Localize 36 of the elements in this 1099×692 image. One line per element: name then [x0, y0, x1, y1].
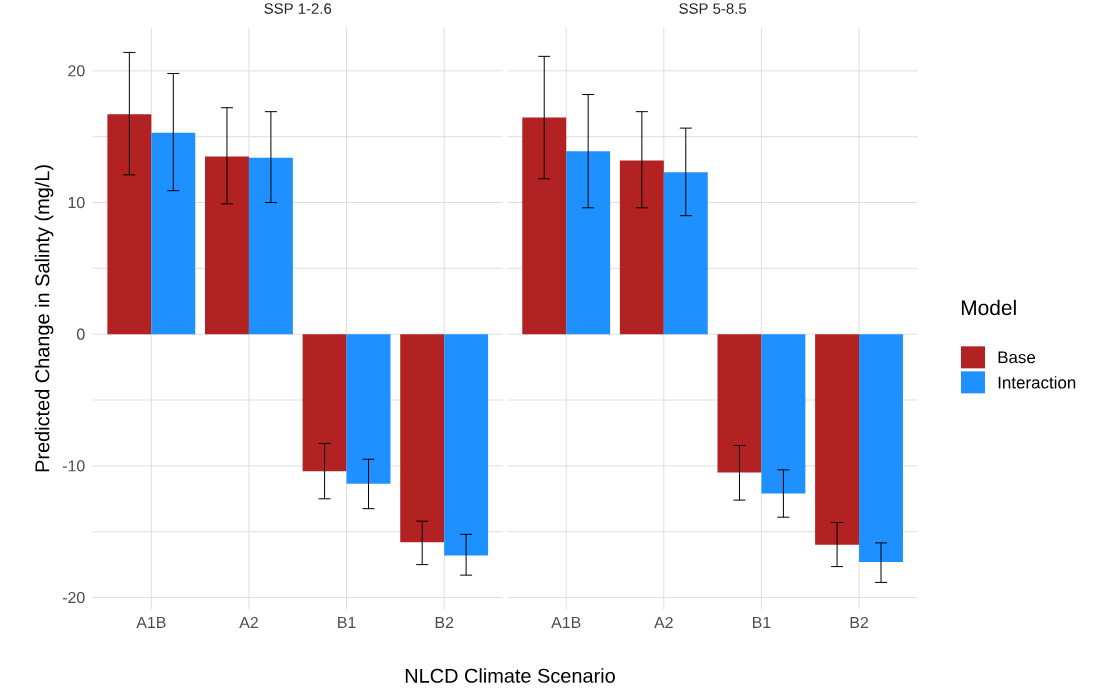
- y-axis-title: Predicted Change in Salinty (mg/L): [34, 165, 54, 472]
- bar: [107, 114, 152, 335]
- bar: [859, 334, 903, 562]
- y-tick-label: 20: [68, 65, 85, 77]
- legend-label: Interaction: [998, 375, 1076, 389]
- bar: [400, 334, 445, 543]
- legend-title: Model: [961, 299, 1016, 315]
- bar: [663, 172, 708, 335]
- x-axis-title: NLCD Climate Scenario: [405, 668, 615, 683]
- bar: [302, 334, 347, 471]
- bar: [205, 156, 249, 335]
- y-tick-label: 10: [68, 196, 85, 208]
- bar: [444, 334, 489, 556]
- bar: [761, 334, 806, 494]
- chart-title: SSP 1-2.6: [264, 3, 332, 14]
- legend-label: Base: [998, 351, 1036, 364]
- bar: [566, 150, 611, 335]
- x-tick-label: A2: [239, 616, 258, 628]
- bar: [151, 132, 196, 335]
- bar: [346, 334, 391, 484]
- x-tick-label: B2: [850, 616, 868, 628]
- y-tick-label: 0: [76, 328, 85, 340]
- x-tick-label: B1: [753, 616, 771, 628]
- y-tick-label: -10: [62, 460, 85, 472]
- bar: [717, 334, 762, 473]
- x-tick-label: B1: [338, 616, 356, 628]
- bar: [815, 334, 860, 545]
- bar: [619, 160, 664, 335]
- y-tick-label: -20: [62, 591, 85, 604]
- chart-title: SSP 5-8.5: [679, 3, 747, 14]
- x-tick-label: A1B: [136, 616, 166, 628]
- bar: [522, 117, 567, 335]
- x-tick-label: A2: [654, 616, 673, 628]
- x-tick-label: A1B: [551, 616, 581, 628]
- x-tick-label: B2: [435, 616, 454, 628]
- bar: [248, 157, 293, 335]
